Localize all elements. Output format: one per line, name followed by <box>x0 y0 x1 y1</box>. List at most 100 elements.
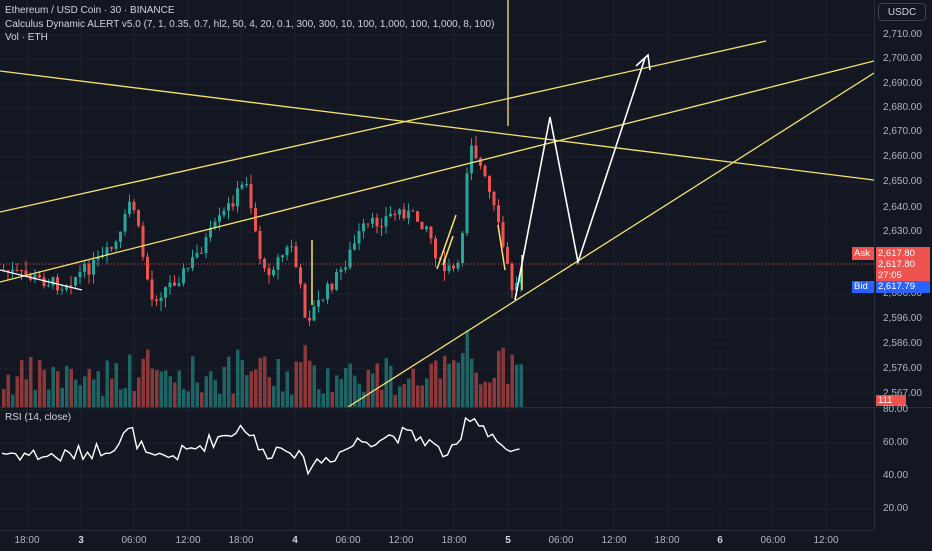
candle <box>114 239 118 252</box>
candle <box>119 231 122 249</box>
currency-button[interactable]: USDC <box>878 3 926 21</box>
rsi-tick: 80.00 <box>883 404 909 415</box>
volume-bar <box>366 369 370 407</box>
volume-bar <box>515 364 519 407</box>
volume-bar <box>213 379 217 407</box>
volume-bar <box>24 379 28 407</box>
candle <box>425 225 428 232</box>
candle <box>353 234 356 251</box>
rsi-legend[interactable]: RSI (14, close) <box>5 412 72 423</box>
candle <box>519 269 523 292</box>
volume-bar <box>465 330 469 407</box>
time-tick: 12:00 <box>601 535 627 546</box>
candle <box>335 268 338 291</box>
volume-bar <box>402 384 406 407</box>
volume-bar <box>411 368 415 407</box>
projected-path[interactable] <box>514 53 651 301</box>
candle <box>407 203 410 225</box>
grid <box>0 0 874 407</box>
price-tick: 2,576.00 <box>883 363 922 374</box>
time-axis[interactable]: 18:00 3 06:00 12:00 18:00 4 06:00 12:00 18:00 5 06… <box>0 530 874 551</box>
price-tick: 2,710.00 <box>883 29 922 40</box>
volume-bar <box>501 347 505 407</box>
volume-bar <box>209 371 213 407</box>
volume-bar <box>231 393 235 407</box>
volume-bar <box>164 370 168 407</box>
price-tick: 2,596.00 <box>883 313 922 324</box>
candle <box>317 290 320 313</box>
volume-bar <box>416 385 420 407</box>
volume-bar <box>33 389 37 407</box>
symbol-title[interactable]: Ethereum / USD Coin · 30 · BINANCE <box>5 5 175 16</box>
pane-divider[interactable] <box>0 407 932 408</box>
volume-bar <box>353 375 357 407</box>
volume-bar <box>83 376 87 407</box>
candle <box>416 211 419 222</box>
volume-bar <box>51 366 55 407</box>
volume-legend[interactable]: Vol · ETH <box>5 32 48 43</box>
time-tick: 5 <box>505 535 511 546</box>
price-tick: 2,660.00 <box>883 151 922 162</box>
indicator-legend[interactable]: Calculus Dynamic ALERT v5.0 (7, 1, 0.35,… <box>5 19 494 30</box>
rsi-tick: 60.00 <box>883 437 909 448</box>
price-chart-pane[interactable] <box>0 0 875 408</box>
white-trendline[interactable] <box>0 269 83 291</box>
candle <box>510 262 514 299</box>
candlestick-chart[interactable] <box>0 0 875 408</box>
volume-bar <box>510 354 514 407</box>
volume-bar <box>497 350 501 407</box>
candle <box>168 275 172 295</box>
volume-bar <box>182 389 186 407</box>
candle <box>492 190 496 212</box>
candle <box>236 181 239 213</box>
candle <box>24 260 28 278</box>
time-tick: 3 <box>78 535 84 546</box>
candle <box>78 265 82 285</box>
volume-bar <box>272 386 276 407</box>
trendline-support[interactable] <box>347 72 875 408</box>
volume-bar <box>429 363 433 407</box>
drawing-trendlines[interactable] <box>0 0 875 408</box>
volume-bar <box>506 383 510 407</box>
volume-bar <box>78 385 82 407</box>
price-tick: 2,630.00 <box>883 226 922 237</box>
volume-bar <box>474 372 478 407</box>
candle <box>411 209 415 212</box>
volume-bar <box>69 368 73 407</box>
volume-bar <box>438 378 442 407</box>
price-tick: 2,680.00 <box>883 102 922 113</box>
candle <box>398 208 401 220</box>
volume-bars <box>2 330 523 407</box>
trendline-channel-lower[interactable] <box>0 60 875 283</box>
volume-bar <box>96 371 100 407</box>
volume-bar <box>60 387 64 407</box>
price-axis[interactable]: 2,710.00 2,700.00 2,690.00 2,680.00 2,670.00… <box>874 0 932 407</box>
candle <box>83 260 86 278</box>
candle <box>186 267 190 273</box>
volume-bar <box>137 377 141 407</box>
volume-bar <box>65 365 69 407</box>
candles <box>2 135 523 327</box>
rsi-pane[interactable]: RSI (14, close) <box>0 408 874 530</box>
rsi-axis[interactable]: 80.00 60.00 40.00 20.00 <box>874 404 932 530</box>
volume-bar <box>87 368 91 407</box>
trendline-descending[interactable] <box>0 70 875 181</box>
volume-bar <box>456 362 460 407</box>
volume-bar <box>488 382 492 407</box>
volume-bar <box>398 386 402 407</box>
candle <box>393 210 397 221</box>
trendline-channel-upper[interactable] <box>0 40 767 213</box>
volume-bar <box>6 374 10 407</box>
candle <box>92 251 95 284</box>
candle <box>164 286 167 308</box>
volume-bar <box>299 362 303 407</box>
candle <box>65 283 68 293</box>
price-tick: 2,606.00 <box>883 288 922 299</box>
time-tick: 06:00 <box>121 535 147 546</box>
volume-bar <box>389 365 393 407</box>
volume-bar <box>240 359 244 407</box>
candle <box>465 167 469 237</box>
volume-bar <box>128 354 132 407</box>
candle <box>267 263 271 284</box>
volume-bar <box>146 349 150 407</box>
